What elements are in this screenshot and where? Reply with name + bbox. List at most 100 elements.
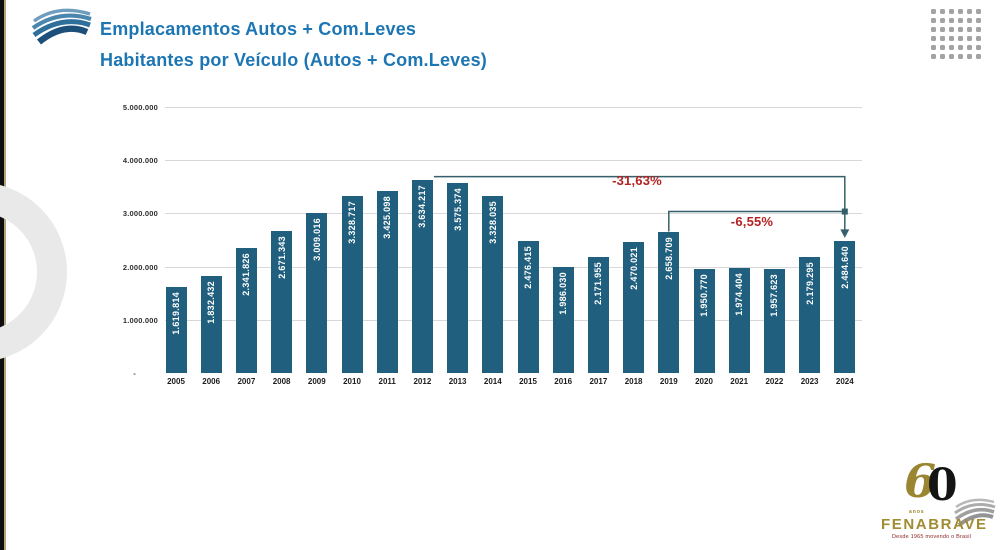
fenabrave-fan-logo-icon <box>31 8 92 45</box>
x-axis-label-2016: 2016 <box>554 377 573 386</box>
x-axis-label-2020: 2020 <box>695 377 713 386</box>
gridline-2.000.000 <box>165 266 862 268</box>
x-axis-label-2010: 2010 <box>343 377 361 386</box>
x-axis-label-2014: 2014 <box>483 377 502 386</box>
x-axis-label-2007: 2007 <box>237 377 256 386</box>
bar-value-label-2021: 1.974.404 <box>734 272 745 316</box>
x-axis-label-2006: 2006 <box>202 377 221 386</box>
bar-value-label-2018: 2.470.021 <box>628 246 639 290</box>
decorative-dot <box>949 36 954 41</box>
bar-value-label-2015: 2.476.415 <box>523 246 533 290</box>
bar-value-label-2019: 2.658.709 <box>663 236 674 280</box>
decorative-dot <box>958 9 963 14</box>
bar-2009: 3.009.016 <box>306 212 328 373</box>
decorative-dot <box>940 18 945 23</box>
bar-value-label-2022: 1.957.623 <box>769 273 780 317</box>
x-axis-label-2008: 2008 <box>272 377 291 386</box>
bar-2024: 2.484.640 <box>834 240 856 373</box>
bar-value-label-2008: 2.671.343 <box>276 235 287 279</box>
anniversary-sub-label: anos <box>909 509 925 515</box>
bar-value-label-2010: 3.328.717 <box>347 200 357 244</box>
bar-2018: 2.470.021 <box>623 241 645 373</box>
decorative-dot <box>940 54 945 59</box>
decorative-dot <box>958 45 963 50</box>
decorative-dot <box>931 18 936 23</box>
bar-2017: 2.171.955 <box>587 257 609 373</box>
bar-2008: 2.671.343 <box>271 230 293 373</box>
x-axis-label-2024: 2024 <box>835 377 854 386</box>
decorative-dot <box>967 27 972 32</box>
annotation-label-2012-2024: -31,63% <box>612 173 662 188</box>
bar-value-label-2012: 3.634.217 <box>417 184 428 228</box>
decorative-dot <box>949 9 954 14</box>
bar-2010: 3.328.717 <box>341 195 363 373</box>
x-axis-label-2019: 2019 <box>659 377 678 386</box>
bar-2012: 3.634.217 <box>411 179 433 373</box>
decorative-dot <box>949 18 954 23</box>
bar-2014: 3.328.035 <box>482 195 504 373</box>
x-axis-label-2021: 2021 <box>730 377 749 386</box>
decorative-dot <box>967 18 972 23</box>
anniversary-digit-0: 0 <box>927 460 958 511</box>
decorative-dot <box>976 18 981 23</box>
decorative-dot <box>958 36 963 41</box>
x-axis-label-2009: 2009 <box>307 377 326 386</box>
bar-value-label-2017: 2.171.955 <box>593 262 604 306</box>
bar-value-label-2009: 3.009.016 <box>311 217 322 261</box>
y-axis-tick-label: 1.000.000 <box>122 315 158 325</box>
decorative-ring <box>0 182 67 362</box>
decorative-dot <box>949 45 954 50</box>
decorative-dot <box>949 54 954 59</box>
bar-value-label-2020: 1.950.770 <box>699 274 709 317</box>
decorative-dot <box>976 54 981 59</box>
gridline-1.000.000 <box>165 319 862 321</box>
bar-value-label-2024: 2.484.640 <box>839 245 850 289</box>
decorative-dot <box>958 18 963 23</box>
x-axis-label-2017: 2017 <box>589 377 608 386</box>
y-axis-tick-label: 5.000.000 <box>122 103 158 112</box>
bar-2011: 3.425.098 <box>376 190 398 373</box>
decorative-dot <box>976 27 981 32</box>
x-axis-label-2013: 2013 <box>448 377 467 386</box>
decorative-dot <box>976 9 981 14</box>
decorative-dot <box>967 45 972 50</box>
x-axis-label-2018: 2018 <box>624 377 643 386</box>
bar-value-label-2011: 3.425.098 <box>382 195 393 239</box>
decorative-dot <box>940 9 945 14</box>
title-line-2: Habitantes por Veículo (Autos + Com.Leve… <box>100 50 487 70</box>
y-axis-tick-label: - <box>133 369 136 378</box>
decorative-dot <box>931 27 936 32</box>
bar-value-label-2014: 3.328.035 <box>487 200 498 244</box>
bar-2006: 1.832.432 <box>200 275 222 373</box>
gridline-5.000.000 <box>165 107 862 108</box>
y-axis-tick-label: 4.000.000 <box>122 156 158 166</box>
bar-2021: 1.974.404 <box>728 267 750 373</box>
x-axis-label-2012: 2012 <box>413 377 432 386</box>
y-axis-tick-label: 2.000.000 <box>122 262 158 272</box>
x-axis-label-2015: 2015 <box>519 377 537 386</box>
decorative-dot <box>931 36 936 41</box>
anniversary-digit-6: 6 <box>904 454 937 508</box>
decorative-dot <box>976 45 981 50</box>
bar-value-label-2007: 2.341.826 <box>241 253 252 297</box>
bar-value-label-2006: 1.832.432 <box>206 280 217 324</box>
y-axis-tick-label: 3.000.000 <box>122 209 158 219</box>
decorative-dot-grid <box>931 9 987 65</box>
slide-title: Emplacamentos Autos + Com.Leves Habitant… <box>100 14 487 76</box>
bar-2020: 1.950.770 <box>693 269 715 373</box>
decorative-dot <box>967 36 972 41</box>
fenabrave-logo: 6 0 anos FENABRAVE Desde 1965 movendo o … <box>878 458 1000 548</box>
bar-value-label-2023: 2.179.295 <box>804 262 815 305</box>
x-axis-label-2022: 2022 <box>765 377 784 386</box>
decorative-dot <box>967 9 972 14</box>
bar-2019: 2.658.709 <box>658 231 680 373</box>
annotation-label-2019-2024: -6,55% <box>730 214 774 229</box>
bar-2015: 2.476.415 <box>517 241 539 373</box>
bar-value-label-2013: 3.575.374 <box>452 187 463 231</box>
decorative-dot <box>940 45 945 50</box>
decorative-dot <box>931 9 936 14</box>
bar-value-label-2005: 1.619.814 <box>171 291 181 335</box>
decorative-dot <box>949 27 954 32</box>
decorative-dot <box>931 45 936 50</box>
